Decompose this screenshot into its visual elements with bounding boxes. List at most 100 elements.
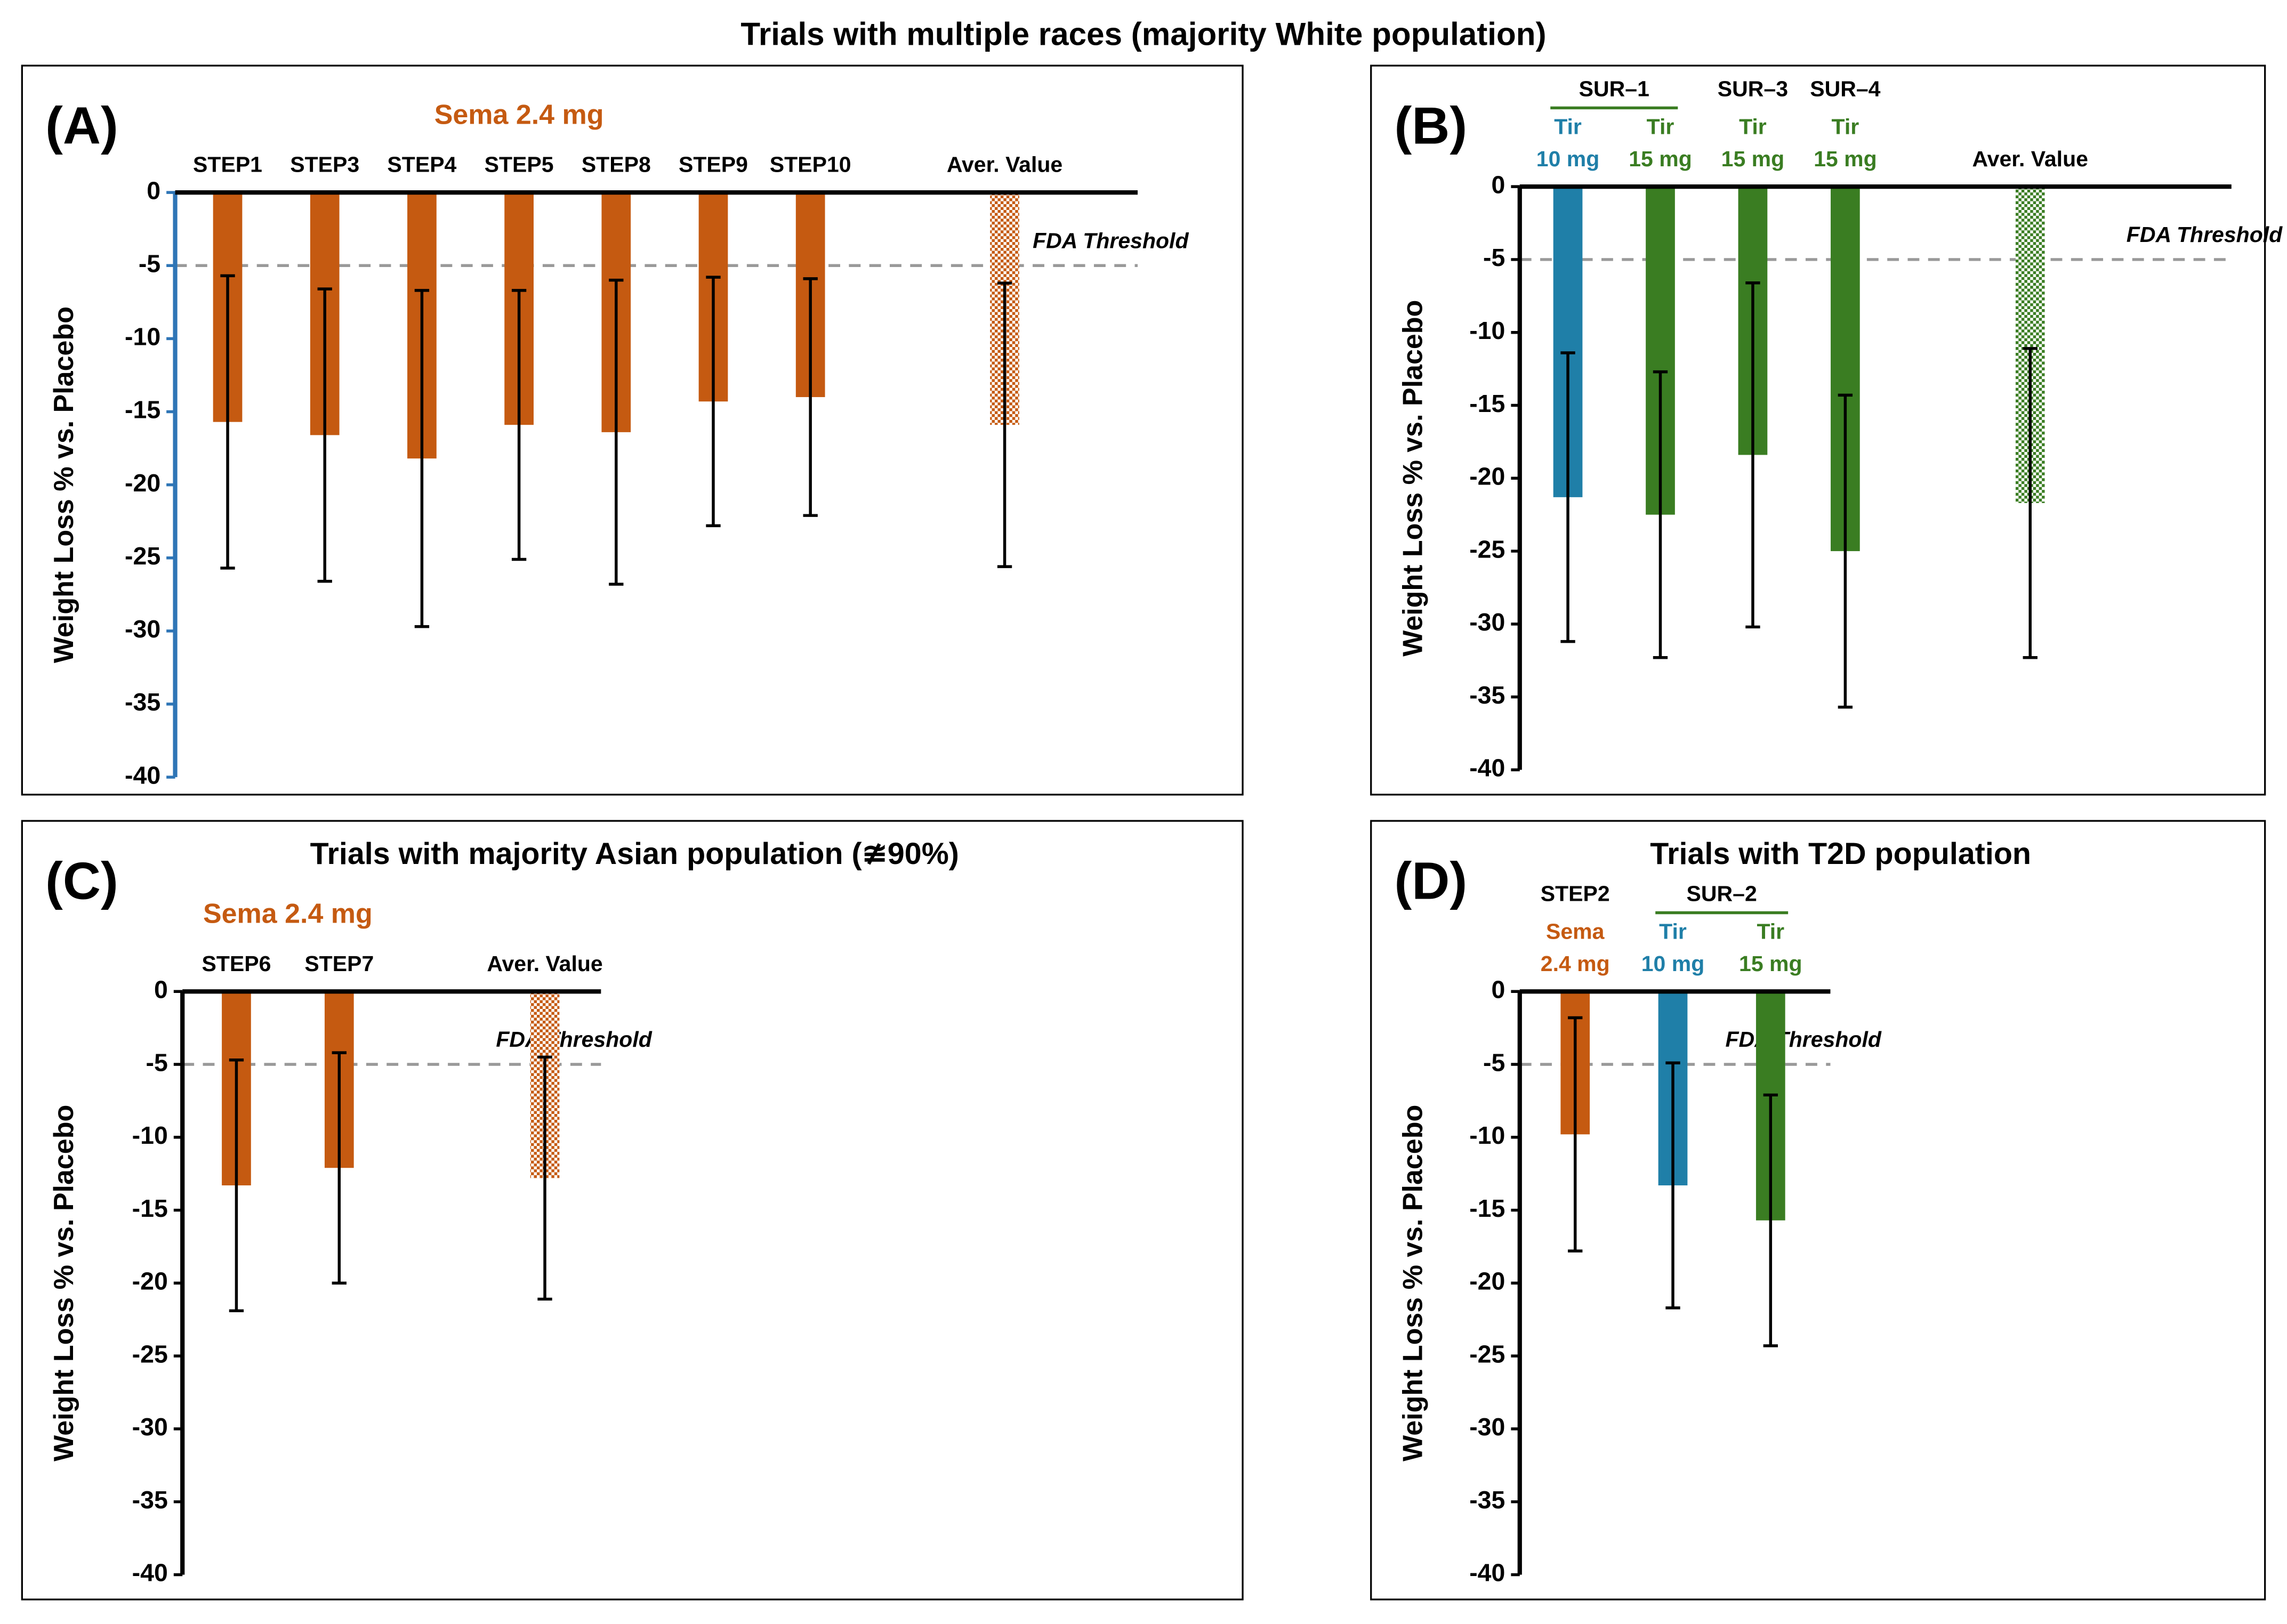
y-tick-label: 0 [147,176,160,204]
category-label: STEP8 [582,152,651,177]
figure-title: Trials with multiple races (majority Whi… [740,16,1546,52]
y-axis-label: Weight Loss % vs. Placebo [49,306,79,663]
panel-frame [21,64,1244,796]
category-label: 15 mg [1629,147,1692,171]
panel-title: Trials with T2D population [1650,837,2031,871]
y-tick-label: -15 [1469,390,1505,417]
y-tick-label: -5 [1483,1048,1505,1076]
y-tick-label: -35 [132,1486,168,1514]
threshold-label: FDA Threshold [1726,1027,1882,1052]
y-tick-label: -30 [125,615,160,643]
y-axis-label: Weight Loss % vs. Placebo [1398,300,1429,657]
y-axis-label: Weight Loss % vs. Placebo [49,1105,79,1461]
error-bar [1568,1016,1583,1253]
error-bar [220,274,235,570]
y-axis-label: Weight Loss % vs. Placebo [1398,1105,1429,1461]
panel-label: (A) [45,96,118,155]
category-label: STEP10 [770,152,851,177]
error-bar [1653,370,1668,659]
category-label: STEP3 [290,152,359,177]
error-bar [537,1055,552,1301]
group-label: SUR–3 [1718,76,1788,101]
category-label: Tir [1739,115,1767,139]
y-tick-label: -35 [125,688,160,716]
error-bar [2023,347,2038,659]
category-label: Aver. Value [947,152,1062,177]
category-label: 10 mg [1641,951,1705,976]
category-label: Tir [1554,115,1582,139]
y-tick-label: -5 [1483,244,1505,271]
panel-label: (D) [1395,852,1468,910]
y-tick-label: -40 [132,1559,168,1587]
category-label: 15 mg [1721,147,1785,171]
category-label: Tir [1832,115,1859,139]
panel-frame [21,820,1244,1601]
group-label: Sema 2.4 mg [203,899,373,930]
y-tick-label: -30 [1469,608,1505,636]
y-tick-label: -40 [1469,1559,1505,1587]
category-label: Tir [1647,115,1674,139]
threshold-label: FDA Threshold [2127,222,2283,247]
y-tick-label: -10 [132,1121,168,1149]
group-label: SUR–2 [1687,882,1757,906]
y-tick-label: -5 [146,1048,168,1076]
category-label: STEP9 [679,152,748,177]
y-tick-label: -20 [1469,1267,1505,1295]
y-tick-label: -15 [125,396,160,424]
category-label: STEP6 [202,951,271,976]
y-tick-label: -25 [125,542,160,570]
group-label: SUR–4 [1810,76,1880,101]
error-bar [609,278,624,586]
error-bar [1763,1093,1778,1347]
y-tick-label: -30 [132,1413,168,1441]
category-label: Tir [1659,919,1687,944]
panel-frame [1370,820,2266,1601]
y-tick-label: -15 [1469,1194,1505,1222]
error-bar [511,289,527,561]
error-bar [229,1059,244,1313]
y-tick-label: -25 [1469,1340,1505,1368]
category-label: Tir [1757,919,1784,944]
category-label: Sema [1546,919,1605,944]
y-tick-label: -35 [1469,1486,1505,1514]
y-tick-label: -10 [1469,1121,1505,1149]
y-tick-label: -20 [125,469,160,497]
error-bar [1560,351,1575,643]
category-label: Aver. Value [487,951,602,976]
category-label: Aver. Value [1972,147,2088,171]
error-bar [1665,1061,1680,1310]
panel-label: (B) [1395,96,1468,155]
category-label: STEP4 [387,152,456,177]
y-tick-label: -15 [132,1194,168,1222]
error-bar [1745,281,1760,629]
error-bar [997,281,1012,568]
category-label: 15 mg [1739,951,1802,976]
error-bar [332,1051,347,1285]
category-label: 2.4 mg [1541,951,1610,976]
y-tick-label: -10 [1469,317,1505,344]
y-tick-label: -30 [1469,1413,1505,1441]
y-tick-label: -25 [1469,535,1505,563]
category-label: STEP5 [485,152,554,177]
error-bar [803,277,818,517]
y-tick-label: 0 [1492,975,1505,1003]
error-bar [317,287,332,583]
threshold-label: FDA Threshold [496,1027,652,1052]
category-label: STEP1 [193,152,262,177]
y-tick-label: -35 [1469,681,1505,709]
error-bar [414,289,430,628]
y-tick-label: -20 [1469,463,1505,490]
error-bar [1838,393,1853,709]
group-label: SUR–1 [1579,76,1649,101]
panel-title: Trials with majority Asian population (≇… [310,837,959,871]
group-label: Sema 2.4 mg [434,100,604,131]
error-bar [706,276,721,528]
y-tick-label: -25 [132,1340,168,1368]
group-label: STEP2 [1541,882,1610,906]
panel-label: (C) [45,852,118,910]
category-label: 15 mg [1814,147,1877,171]
category-label: STEP7 [304,951,374,976]
y-tick-label: -10 [125,323,160,351]
